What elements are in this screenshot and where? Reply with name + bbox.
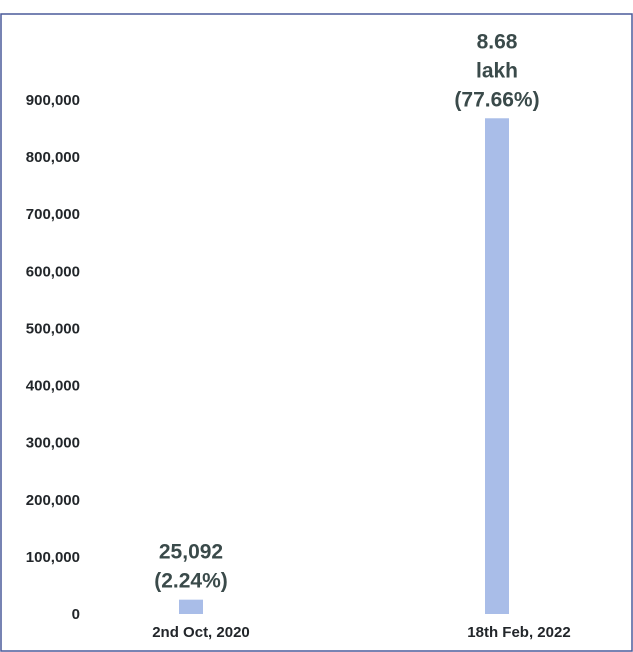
data-label: 25,092 [159, 541, 223, 564]
y-tick-label: 500,000 [26, 320, 80, 337]
chart-border [0, 13, 633, 652]
y-tick-label: 0 [72, 606, 80, 623]
x-category-label: 2nd Oct, 2020 [152, 624, 250, 641]
data-label: (77.66%) [454, 88, 539, 111]
x-category-label: 18th Feb, 2022 [467, 624, 570, 641]
y-axis-tick-labels: 0 100,000 200,000 300,000 400,000 500,000 600,… [26, 92, 80, 623]
bar [179, 599, 203, 614]
bar-series [179, 118, 509, 614]
y-tick-label: 200,000 [26, 492, 80, 509]
y-tick-label: 700,000 [26, 206, 80, 223]
y-tick-label: 600,000 [26, 263, 80, 280]
x-axis-category-labels: 2nd Oct, 2020 18th Feb, 2022 [152, 624, 570, 641]
y-tick-label: 100,000 [26, 549, 80, 566]
y-tick-label: 400,000 [26, 378, 80, 395]
data-label: lakh [476, 59, 518, 82]
y-tick-label: 800,000 [26, 149, 80, 166]
y-tick-label: 900,000 [26, 92, 80, 109]
data-label: (2.24%) [154, 570, 228, 593]
y-tick-label: 300,000 [26, 435, 80, 452]
data-label: 8.68 [477, 30, 518, 53]
bar [485, 118, 509, 614]
data-labels: 25,092 (2.24%) 8.68 lakh (77.66%) [154, 30, 539, 592]
